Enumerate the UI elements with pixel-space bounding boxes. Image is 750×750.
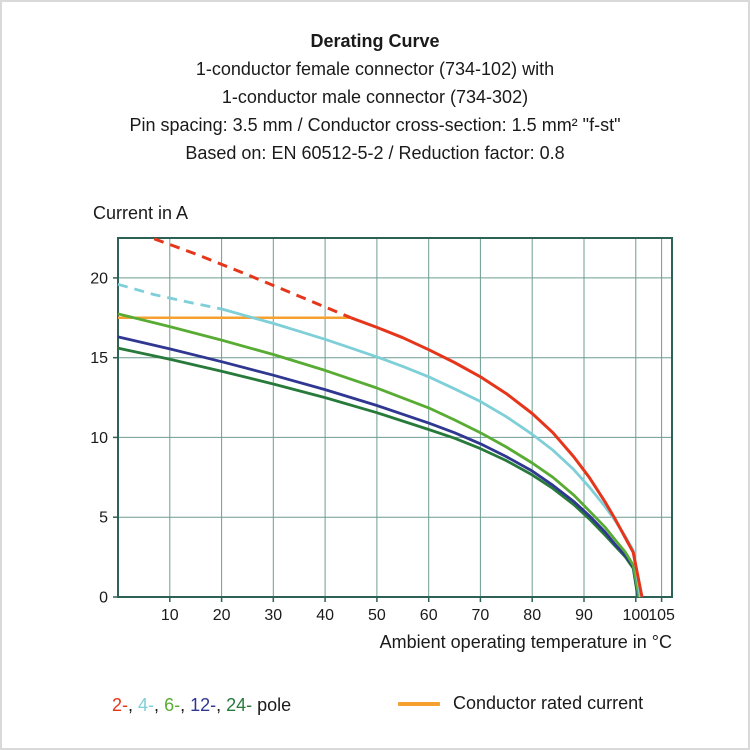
rated-current-legend: Conductor rated current xyxy=(398,693,643,714)
svg-text:20: 20 xyxy=(213,607,231,624)
pole-count-legend: 2-, 4-, 6-, 12-, 24- pole xyxy=(112,695,291,716)
svg-text:50: 50 xyxy=(368,607,386,624)
rated-current-label: Conductor rated current xyxy=(453,693,644,713)
svg-text:80: 80 xyxy=(523,607,541,624)
svg-text:0: 0 xyxy=(99,590,108,607)
title-block: Derating Curve 1-conductor female connec… xyxy=(0,27,750,167)
subtitle-line-2: 1-conductor male connector (734-302) xyxy=(221,87,529,107)
derating-chart: 10 20 30 40 50 60 70 80 90 100 105 0 5 10 15 20 xyxy=(90,237,675,624)
svg-text:30: 30 xyxy=(264,607,282,624)
pole-legend-separator: , xyxy=(180,695,191,715)
pole-legend-separator: , xyxy=(128,695,139,715)
svg-text:60: 60 xyxy=(420,607,438,624)
pole-legend-item: 2- xyxy=(112,695,129,715)
pole-legend-separator: , xyxy=(154,695,165,715)
pole-legend-item: 4- xyxy=(138,695,155,715)
subtitle-line-1: 1-conductor female connector (734-102) w… xyxy=(195,59,555,79)
svg-text:90: 90 xyxy=(575,607,593,624)
svg-text:100: 100 xyxy=(622,607,649,624)
pole-legend-item: 24- xyxy=(226,695,253,715)
x-axis-title: Ambient operating temperature in °C xyxy=(379,632,672,652)
subtitle-line-3: Pin spacing: 3.5 mm / Conductor cross-se… xyxy=(129,115,621,135)
svg-text:105: 105 xyxy=(648,607,675,624)
pole-legend-item: 12- xyxy=(190,695,217,715)
svg-text:10: 10 xyxy=(161,607,179,624)
svg-text:5: 5 xyxy=(99,510,108,527)
svg-text:15: 15 xyxy=(90,350,108,367)
subtitle-line-4: Based on: EN 60512-5-2 / Reduction facto… xyxy=(185,143,565,163)
pole-legend-separator: , xyxy=(216,695,227,715)
chart-title: Derating Curve xyxy=(310,31,440,51)
pole-legend-item: 6- xyxy=(164,695,181,715)
svg-text:70: 70 xyxy=(472,607,490,624)
pole-legend-suffix: pole xyxy=(257,695,292,715)
svg-text:10: 10 xyxy=(90,430,108,447)
svg-text:20: 20 xyxy=(90,270,108,287)
svg-text:40: 40 xyxy=(316,607,334,624)
rated-current-line-swatch xyxy=(398,701,440,706)
y-axis-title: Current in A xyxy=(93,203,189,223)
